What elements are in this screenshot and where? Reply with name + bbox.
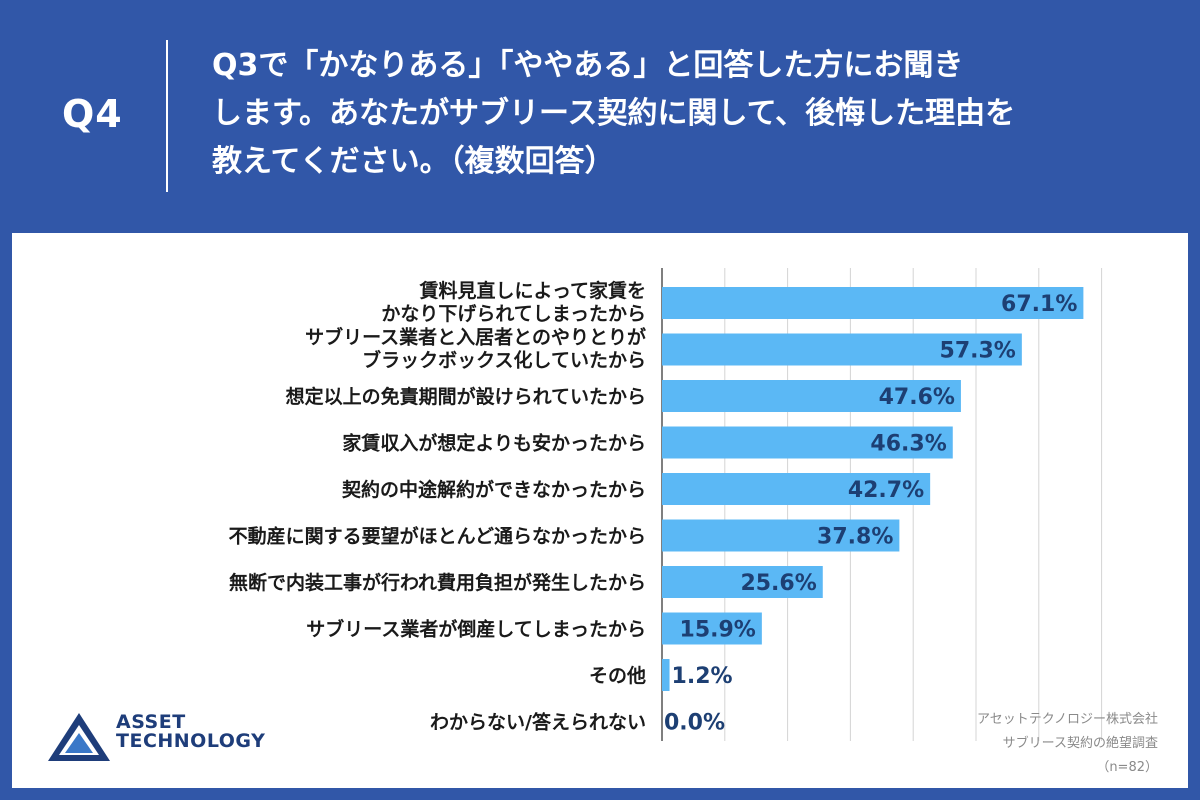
category-label-6: 不動産に関する要望がほとんど通らなかったから [229,525,646,548]
credit-company: アセットテクノロジー株式会社 [977,712,1158,727]
category-label-3: 想定以上の免責期間が設けられていたから [286,385,646,408]
value-label-2: 57.3% [940,339,1016,364]
value-label-7: 25.6% [740,571,816,596]
question-line-3: 教えてください。（複数回答） [212,144,615,179]
value-label-3: 47.6% [879,385,955,410]
logo-line-1: ASSET [116,711,186,733]
question-text: Q3で「かなりある」「ややある」と回答した方にお聞き します。あなたがサブリース… [212,42,1172,186]
bar-9 [662,659,670,691]
logo-line-2: TECHNOLOGY [116,730,266,752]
asset-technology-logo: ASSET TECHNOLOGY [46,711,296,763]
chart-panel: 67.1% 賃料見直しによって家賃をかなり下げられてしまったから 57.3% サブリー… [12,233,1188,788]
category-label-10: わからない/答えられない [430,711,646,734]
value-label-9: 1.2% [672,664,733,689]
category-label-4: 家賃収入が想定よりも安かったから [342,432,646,455]
bar-3 [662,380,961,412]
value-label-8: 15.9% [680,618,756,643]
value-label-6: 37.8% [817,525,893,550]
bar-4 [662,426,953,459]
question-line-2: します。あなたがサブリース契約に関して、後悔した理由を [212,96,1016,131]
category-label-2: サブリース業者と入居者とのやりとりがブラックボックス化していたから [305,326,646,372]
value-label-1: 67.1% [1001,292,1077,317]
category-label-8: サブリース業者が倒産してしまったから [306,618,646,641]
question-number: Q4 [62,92,123,136]
value-label-10: 0.0% [664,711,725,736]
bar-1 [662,287,1084,319]
bar-chart: 67.1% 賃料見直しによって家賃をかなり下げられてしまったから 57.3% サブリー… [229,268,1103,741]
credit-survey: サブリース契約の絶望調査 [1002,736,1158,751]
header-divider [166,40,168,192]
question-line-1: Q3で「かなりある」「ややある」と回答した方にお聞き [212,48,964,83]
category-label-9: その他 [589,664,646,687]
bar-8 [662,612,762,645]
category-label-5: 契約の中途解約ができなかったから [341,478,646,501]
logo-text: ASSET TECHNOLOGY [116,713,265,751]
category-label-1-line-2: かなり下げられてしまったから [381,303,646,325]
category-label-2-line-1: サブリース業者と入居者とのやりとりが [305,326,646,349]
category-label-7: 無断で内装工事が行われ費用負担が発生したから [229,571,646,594]
bar-7 [662,566,823,598]
category-label-1: 賃料見直しによって家賃をかなり下げられてしまったから [381,279,646,325]
credit-sample: （n=82） [1096,760,1158,775]
bar-6 [662,519,900,552]
value-label-4: 46.3% [870,432,946,457]
logo-triangle-icon [48,713,110,761]
credits: アセットテクノロジー株式会社 サブリース契約の絶望調査 （n=82） [977,708,1158,780]
category-label-2-line-2: ブラックボックス化していたから [362,349,646,372]
value-label-5: 42.7% [848,478,924,503]
category-label-1-line-1: 賃料見直しによって家賃を [419,279,646,302]
header: Q4 Q3で「かなりある」「ややある」と回答した方にお聞き します。あなたがサブ… [0,0,1200,228]
bar-2 [662,333,1022,366]
bar-5 [662,473,931,505]
